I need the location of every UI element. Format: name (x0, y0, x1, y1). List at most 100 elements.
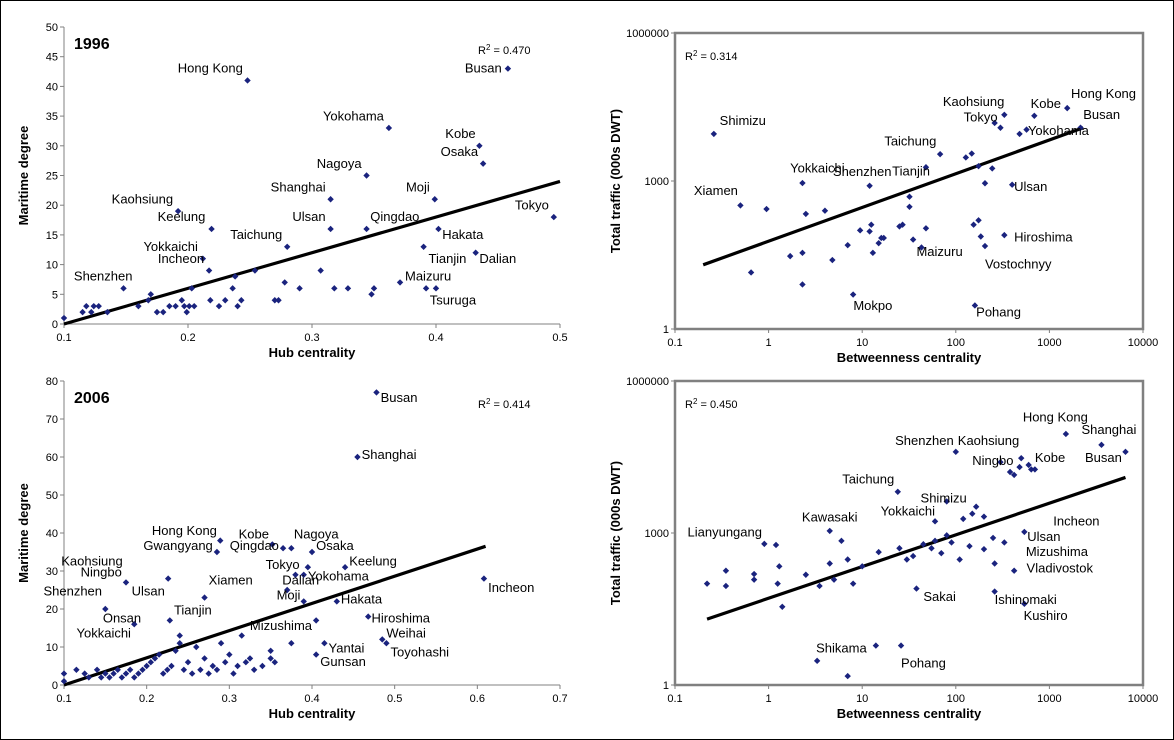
x-tick-label: 0.5 (552, 332, 567, 344)
data-point (1001, 231, 1008, 239)
x-axis-title: Betweenness centrality (837, 350, 982, 365)
y-tick-label: 10 (46, 260, 58, 272)
point-label: Vladivostok (1027, 561, 1094, 576)
x-tick-label: 0.3 (222, 693, 237, 705)
x-tick-label: 0.6 (470, 693, 485, 705)
data-point (288, 640, 295, 647)
data-point (868, 221, 875, 228)
data-point (312, 651, 320, 658)
data-point (968, 150, 975, 157)
data-point (896, 545, 903, 552)
point-label: Keelung (349, 553, 397, 568)
data-point (370, 285, 378, 292)
point-label: Yokohama (1028, 123, 1090, 138)
data-point (201, 594, 208, 601)
trend-line (702, 126, 1084, 267)
point-label: Kobe (1031, 96, 1061, 111)
point-label: Hakata (442, 227, 484, 242)
data-point (341, 564, 349, 571)
data-point (244, 77, 251, 84)
y-tick-label: 70 (46, 414, 58, 426)
data-point (267, 647, 274, 654)
data-point (304, 564, 312, 571)
x-tick-label: 0.1 (667, 337, 682, 349)
point-label: Taichung (230, 227, 282, 242)
data-point (922, 225, 930, 232)
point-label: Toyohashi (391, 645, 450, 660)
data-point (60, 678, 68, 685)
x-tick-label: 0.2 (180, 332, 195, 344)
data-point (1028, 466, 1035, 473)
y-tick-label: 1000000 (626, 376, 669, 388)
data-point (288, 545, 295, 552)
data-point (966, 542, 973, 550)
data-point (710, 130, 718, 138)
point-label: Kawasaki (802, 509, 858, 524)
point-label: Kaohsiung (943, 94, 1004, 109)
data-point (952, 448, 959, 456)
data-point (906, 203, 913, 210)
data-point (1010, 471, 1018, 479)
data-point (761, 540, 768, 548)
r-squared-label: R2 = 0.414 (478, 397, 530, 411)
data-point (875, 239, 882, 247)
panel-title: 2006 (74, 390, 110, 407)
point-label: Shenzhen (833, 164, 892, 179)
point-label: Osaka (316, 538, 354, 553)
point-label: Ningbo (81, 565, 122, 580)
data-point (269, 541, 276, 548)
y-tick-label: 25 (46, 171, 58, 183)
x-tick-label: 0.5 (387, 693, 402, 705)
point-label: Mizushima (250, 618, 313, 633)
y-axis-title: Total traffic (000s DWT) (608, 109, 623, 253)
point-label: Xiamen (209, 572, 253, 587)
data-point (830, 576, 838, 583)
point-label: Osaka (441, 144, 479, 159)
point-label: Shimizu (720, 113, 766, 128)
point-label: Shenzhen (74, 269, 133, 284)
data-point (373, 389, 380, 396)
data-point (118, 674, 126, 681)
data-point (181, 302, 188, 310)
data-point (344, 285, 352, 292)
data-point (327, 196, 334, 203)
data-point (981, 180, 989, 187)
data-point (550, 213, 557, 221)
data-point (899, 221, 906, 228)
point-label: Yokkaichi (143, 239, 198, 254)
data-point (131, 621, 138, 628)
data-point (73, 666, 80, 673)
data-point (205, 670, 212, 677)
data-point (172, 647, 179, 654)
data-point (779, 603, 786, 610)
data-point (363, 225, 370, 233)
point-label: Yokkaichi (77, 626, 132, 641)
data-point (936, 150, 944, 158)
data-point (396, 279, 404, 286)
data-point (422, 285, 430, 292)
data-point (114, 666, 121, 673)
point-label: Keelung (158, 209, 206, 224)
x-tick-label: 10000 (1128, 337, 1159, 349)
data-point (1077, 124, 1084, 131)
y-tick-label: 35 (46, 111, 58, 123)
data-point (139, 666, 146, 673)
data-point (226, 651, 233, 658)
data-point (135, 302, 142, 310)
data-point (802, 210, 810, 218)
data-point (737, 202, 744, 209)
point-label: Incheon (158, 251, 204, 266)
data-point (970, 221, 977, 228)
y-tick-label: 5 (52, 289, 58, 301)
point-label: Hiroshima (372, 610, 431, 625)
data-point (1016, 130, 1023, 138)
data-point (972, 503, 980, 510)
data-point (774, 580, 781, 587)
data-point (188, 670, 196, 677)
data-point (872, 642, 880, 649)
data-point (722, 582, 730, 590)
data-point (432, 285, 440, 292)
data-point (250, 666, 258, 673)
point-label: Pohang (901, 656, 946, 671)
data-point (1062, 430, 1070, 438)
